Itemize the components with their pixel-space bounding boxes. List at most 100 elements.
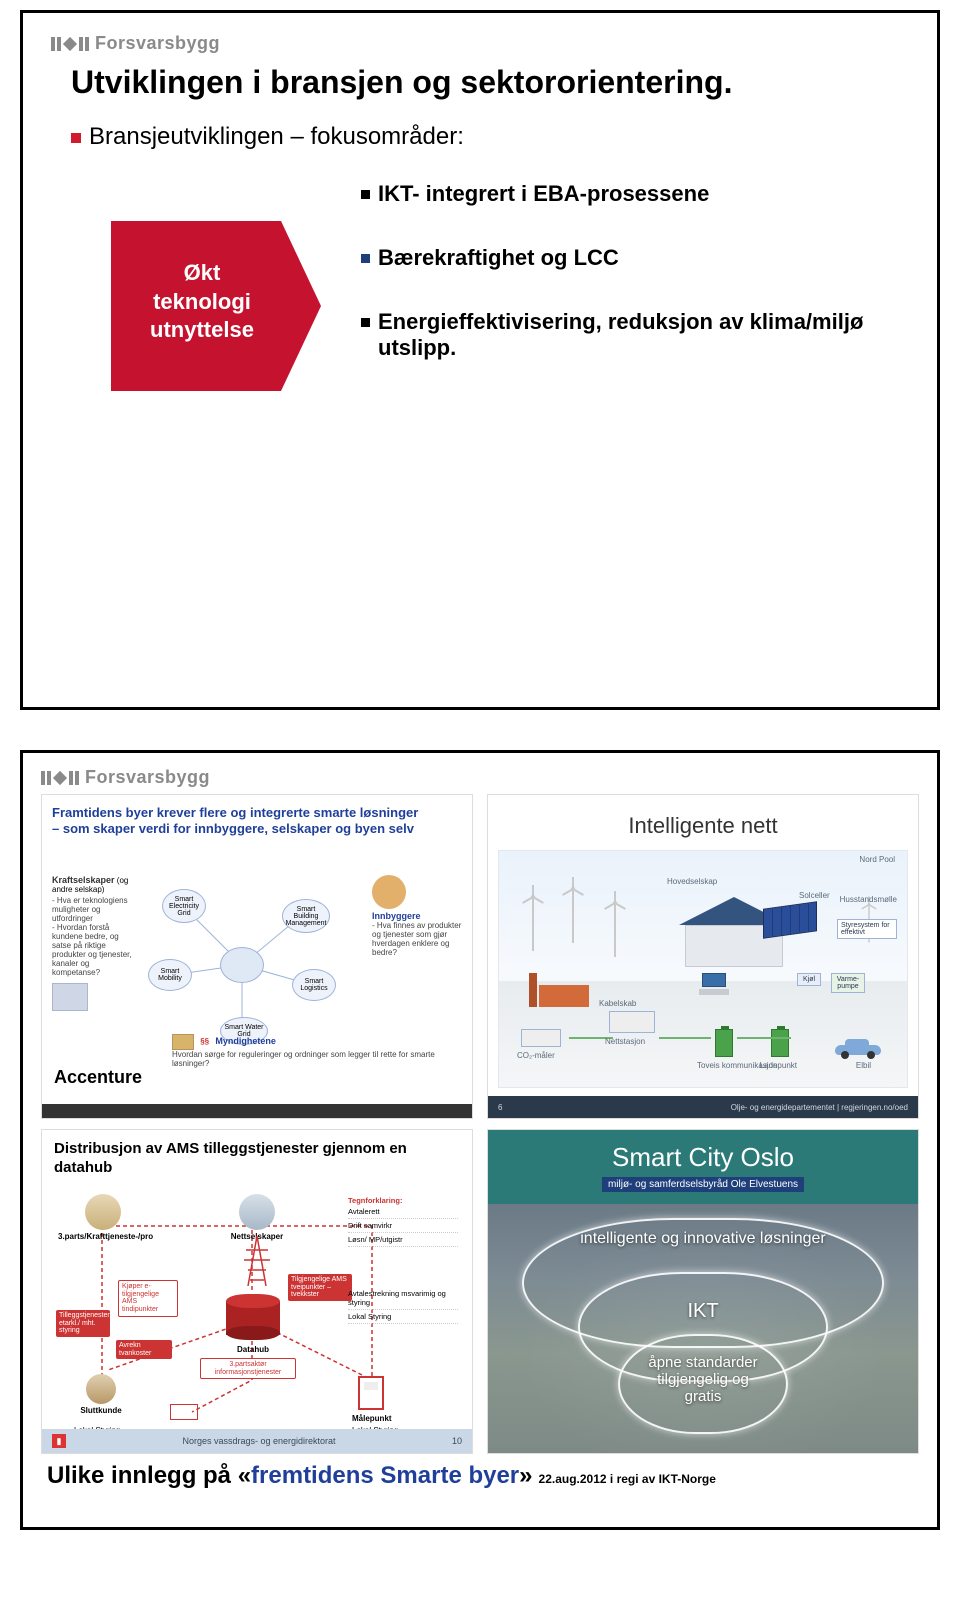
legend-row: Avtalestrekning msvarimig og styring [348,1287,458,1310]
bullet-text: IKT- integrert i EBA-prosessene [378,181,709,207]
center-network: Smart Electricity Grid Smart Building Ma… [142,885,342,1045]
legend-row: Løsn/ MP/utgistr [348,1233,458,1247]
box-icon [609,1011,655,1033]
col-header: Kraftselskaper [52,875,115,885]
logo-text: Forsvarsbygg [95,33,220,54]
label: Kabelskab [599,999,636,1008]
ring-label-line: gratis [488,1388,918,1405]
subtitle-row: Bransjeutviklingen – fokusområder: [71,123,909,151]
bullet-text: Energieffektivisering, reduksjon av klim… [378,309,881,361]
legend: Tegnforklaring: Avtalerett Drift samvirk… [348,1196,458,1324]
network-node: Smart Logistics [292,969,336,1001]
panel-footer: ▮ Norges vassdrags- og energidirektorat … [42,1429,472,1453]
logo-mark-icon [51,37,89,51]
ring-label-line: åpne standarder [488,1354,918,1371]
info-box: Styresystem for effektivt [837,919,897,939]
legend-row: Lokal Styring [348,1310,458,1324]
footer-page: 10 [452,1436,462,1446]
logo: Forsvarsbygg [41,767,919,788]
list-item: Energieffektivisering, reduksjon av klim… [361,309,881,361]
slide-title: Utviklingen i bransjen og sektororienter… [71,64,909,101]
footer-source: Norges vassdrags- og energidirektorat [182,1436,335,1446]
label: Solceller [799,891,830,900]
network-node: Smart Electricity Grid [162,889,206,923]
col-text: Hva er teknologiens muligheter og utford… [52,896,128,923]
wind-turbine-icon [553,873,593,943]
left-column: Kraftselskaper (og andre selskap) - Hva … [52,875,132,1011]
label: CO₂-måler [517,1051,555,1060]
panel-title: Distribusjon av AMS tilleggstjenester gj… [54,1140,460,1178]
footer-page: 6 [498,1103,502,1112]
panel-ams-datahub: Distribusjon av AMS tilleggstjenester gj… [41,1129,473,1454]
info-box: Varme-pumpe [831,973,865,993]
pentagon-line: utnyttelse [127,316,277,345]
ams-diagram: 3.parts/Krafttjeneste-/pro Nettselskaper… [52,1190,462,1427]
panel-title: Intelligente nett [488,813,918,839]
label: Hovedselskap [667,877,717,886]
col-header: Myndighetene [215,1036,276,1046]
network-node: Smart Mobility [148,959,192,991]
power-tower-icon [244,1236,270,1286]
role-label: Sluttkunde [66,1406,136,1415]
box-icon [521,1029,561,1047]
city-background: intelligente og innovative løsninger IKT… [488,1204,918,1453]
bottom-column: §§ Myndighetene Hvordan sørge for regule… [172,1034,452,1068]
label: Ladepunkt [760,1061,797,1070]
laptop-icon [699,973,729,995]
building-icon [52,983,88,1011]
panel-smart-city-oslo: Smart City Oslo miljø- og samferdselsbyr… [487,1129,919,1454]
person-icon [86,1374,116,1404]
list-item: IKT- integrert i EBA-prosessene [361,181,881,207]
col-text: Hvordan sørge for reguleringer og ordnin… [172,1050,435,1068]
logo: Forsvarsbygg [51,33,909,54]
network-center-icon [220,947,264,983]
role-label: 3.parts/Krafttjeneste-/pro [58,1232,148,1241]
legend-row: Avtalerett [348,1205,458,1219]
caption-main: Ulike innlegg på «fremtidens Smarte byer… [47,1462,533,1490]
meter-icon [358,1376,384,1410]
title-line: Framtidens byer krever flere og integrer… [52,805,418,820]
panel-footer: 6 Olje- og energidepartementet | regjeri… [488,1096,918,1118]
role-thirdparty: 3.parts/Krafttjeneste-/pro [58,1194,148,1241]
datahub-label: Datahub [226,1345,280,1354]
right-column: Innbyggere - Hva finnes av produkter og … [372,875,462,957]
wind-turbine-icon [513,881,553,951]
copyright-bar [42,1104,472,1118]
ring-label: IKT [488,1300,918,1323]
panel-subtitle: miljø- og samferdselsbyråd Ole Elvestuen… [602,1177,804,1192]
tech-pentagon: Økt teknologi utnyttelse [111,221,321,391]
panel-accenture: Framtidens byer krever flere og integrer… [41,794,473,1119]
bullet-square-icon [71,133,81,143]
small-box-icon [170,1404,198,1420]
caption-prefix: Ulike innlegg på « [47,1462,251,1489]
person-icon [239,1194,275,1230]
wind-turbine-icon [595,887,635,957]
bullet-list: IKT- integrert i EBA-prosessene Bærekraf… [361,181,881,391]
footer-source: Olje- og energidepartementet | regjering… [731,1103,908,1112]
person-icon [85,1194,121,1230]
pentagon-line: teknologi [127,288,277,317]
content-row: Økt teknologi utnyttelse IKT- integrert … [111,221,909,391]
network-node: Smart Building Management [282,899,330,933]
note-box: Tilgjengelige AMS tveipunkter – tvekkste… [288,1274,352,1301]
accenture-diagram: Kraftselskaper (og andre selskap) - Hva … [52,855,462,1068]
caption-sub: 22.aug.2012 i regi av IKT-Norge [539,1472,716,1486]
book-icon [172,1034,194,1050]
ring-label: åpne standarder tilgjengelig og gratis [488,1354,918,1405]
col-header: Innbyggere [372,911,462,921]
thumbnail-grid: Framtidens byer krever flere og integrer… [41,794,919,1454]
note-box: Avrekn tvankoster [116,1340,172,1359]
title-line: – som skaper verdi for innbyggere, selsk… [52,821,414,836]
people-icon [372,875,406,909]
ring-label: intelligente og innovative løsninger [488,1230,918,1248]
logo-text: Forsvarsbygg [85,767,210,788]
info-box: Kjøl [797,973,821,986]
bullet-icon [361,254,370,263]
logo-mark-icon [41,771,79,785]
label: Husstandsmølle [840,895,897,904]
ring-label-line: tilgjengelig og [488,1371,918,1388]
datahub-icon: Datahub [226,1294,280,1340]
battery-icon [715,1029,733,1057]
role-netcompany: Nettselskaper [212,1194,302,1241]
caption-highlight: fremtidens Smarte byer [251,1462,519,1489]
